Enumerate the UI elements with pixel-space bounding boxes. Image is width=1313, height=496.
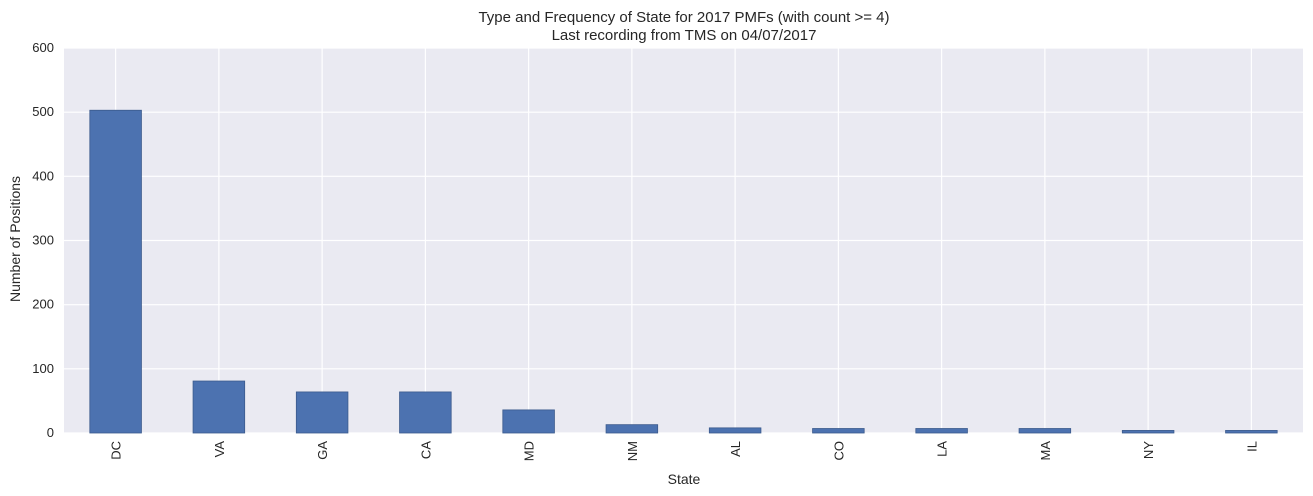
- bars: [89, 109, 1278, 434]
- bar-dc: [89, 109, 142, 434]
- bar-ca: [399, 391, 452, 434]
- x-tick-label: NY: [1141, 441, 1156, 459]
- y-tick-label: 600: [32, 40, 54, 55]
- x-tick-label: MD: [522, 441, 537, 461]
- bar-ny: [1121, 430, 1175, 434]
- bar-al: [708, 427, 762, 434]
- chart-title: Type and Frequency of State for 2017 PMF…: [478, 9, 889, 26]
- x-tick-label: AL: [728, 441, 743, 457]
- bar-md: [502, 409, 555, 434]
- x-tick-label: IL: [1244, 441, 1259, 452]
- y-tick-label: 300: [32, 233, 54, 248]
- y-tick-label: 100: [32, 361, 54, 376]
- y-axis-ticks: 0 100 200 300 400 500 600: [32, 40, 54, 440]
- bar-ma: [1018, 428, 1072, 434]
- bar-ga: [295, 391, 349, 434]
- x-tick-label: GA: [315, 441, 330, 460]
- x-tick-label: DC: [109, 441, 124, 460]
- x-axis-ticks: DC VA GA CA MD NM AL CO LA MA NY IL: [109, 441, 1260, 462]
- gridlines: [64, 47, 1303, 434]
- x-tick-label: CA: [418, 441, 433, 459]
- x-tick-label: MA: [1038, 441, 1053, 461]
- bar-la: [915, 428, 968, 434]
- x-axis-label: State: [668, 471, 701, 487]
- x-tick-label: NM: [625, 441, 640, 461]
- bar-il: [1225, 430, 1278, 434]
- y-tick-label: 200: [32, 297, 54, 312]
- x-tick-label: VA: [212, 441, 227, 458]
- y-tick-label: 400: [32, 168, 54, 183]
- y-axis-label: Number of Positions: [7, 176, 23, 302]
- y-tick-label: 500: [32, 104, 54, 119]
- x-tick-label: CO: [831, 441, 846, 461]
- bar-co: [812, 428, 865, 434]
- bar-nm: [605, 424, 659, 434]
- x-tick-label: LA: [935, 441, 950, 457]
- y-tick-label: 0: [47, 425, 54, 440]
- chart-subtitle: Last recording from TMS on 04/07/2017: [552, 27, 817, 44]
- bar-va: [192, 380, 246, 434]
